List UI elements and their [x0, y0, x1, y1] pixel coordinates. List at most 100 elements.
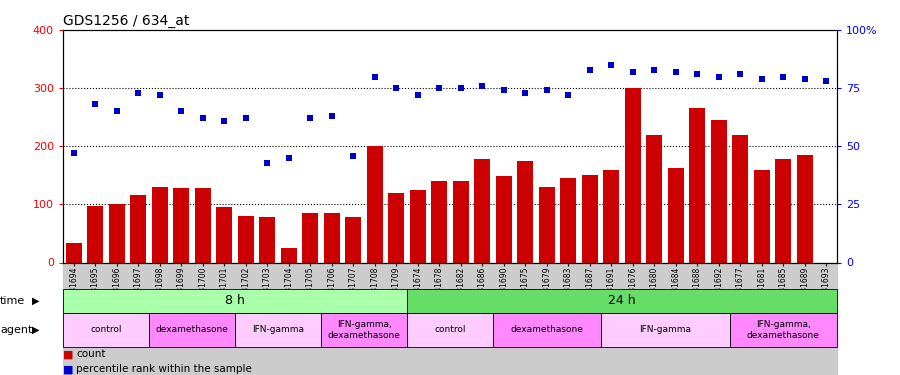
Point [110, 108, 124, 114]
Bar [474, 159, 490, 262]
Point [325, 113, 339, 119]
Point [152, 92, 167, 98]
Point [669, 69, 683, 75]
Bar [216, 207, 232, 262]
Point [303, 116, 318, 122]
Bar [302, 213, 319, 262]
Bar [87, 206, 104, 262]
Text: IFN-gamma,
dexamethasone: IFN-gamma, dexamethasone [747, 320, 820, 340]
Bar [235, 313, 321, 347]
Point [754, 76, 769, 82]
Text: IFN-gamma,
dexamethasone: IFN-gamma, dexamethasone [328, 320, 400, 340]
Point [475, 83, 490, 89]
Point [604, 62, 618, 68]
Point [346, 153, 360, 159]
Bar [63, 289, 407, 313]
Point [67, 150, 81, 156]
Bar [733, 135, 748, 262]
Text: dexamethasone: dexamethasone [510, 326, 583, 334]
Bar [366, 146, 382, 262]
Point [540, 87, 554, 93]
Bar [603, 170, 619, 262]
Point [195, 116, 210, 122]
Point [389, 85, 403, 91]
Text: ▶: ▶ [32, 325, 39, 335]
Bar [453, 181, 469, 262]
Bar [173, 188, 189, 262]
Bar [581, 176, 598, 262]
Bar [109, 204, 125, 262]
Bar [194, 188, 211, 262]
Point [582, 66, 597, 72]
Bar [346, 217, 361, 262]
Bar [388, 193, 404, 262]
Bar [775, 159, 791, 262]
Bar [625, 88, 641, 262]
Text: 24 h: 24 h [608, 294, 635, 307]
Bar [407, 289, 837, 313]
Bar [518, 161, 534, 262]
Bar [560, 178, 576, 262]
Bar [753, 170, 770, 262]
Bar [281, 248, 297, 262]
Point [647, 66, 662, 72]
Point [410, 92, 425, 98]
Bar [496, 177, 512, 262]
Bar [152, 187, 167, 262]
Point [797, 76, 812, 82]
Point [690, 71, 705, 77]
Point [497, 87, 511, 93]
Bar [668, 168, 684, 262]
Text: ■: ■ [63, 364, 74, 374]
Bar [689, 108, 706, 262]
Bar [324, 213, 340, 262]
Text: percentile rank within the sample: percentile rank within the sample [76, 364, 252, 374]
Bar [66, 243, 82, 262]
Point [238, 116, 253, 122]
Point [131, 90, 146, 96]
Point [776, 74, 790, 80]
Point [561, 92, 575, 98]
Text: time: time [0, 296, 25, 306]
Point [88, 101, 103, 107]
Bar [130, 195, 147, 262]
Point [626, 69, 640, 75]
Text: count: count [76, 350, 106, 359]
Text: 8 h: 8 h [225, 294, 245, 307]
Bar [431, 181, 447, 262]
Text: ▶: ▶ [32, 296, 39, 306]
Bar [410, 190, 426, 262]
Point [260, 159, 274, 165]
Bar [539, 187, 554, 262]
Bar [646, 135, 662, 262]
Bar [63, 262, 837, 375]
Point [432, 85, 446, 91]
Point [367, 74, 382, 80]
Text: control: control [90, 326, 122, 334]
Bar [238, 216, 254, 262]
Point [712, 74, 726, 80]
Bar [149, 313, 235, 347]
Bar [259, 217, 275, 262]
Point [282, 155, 296, 161]
Point [174, 108, 188, 114]
Point [819, 78, 833, 84]
Point [217, 118, 231, 124]
Text: ■: ■ [63, 350, 74, 359]
Bar [796, 155, 813, 262]
Bar [63, 313, 149, 347]
Bar [493, 313, 600, 347]
Text: control: control [434, 326, 466, 334]
Bar [407, 313, 493, 347]
Point [454, 85, 468, 91]
Text: GDS1256 / 634_at: GDS1256 / 634_at [63, 13, 189, 28]
Text: IFN-gamma: IFN-gamma [639, 326, 691, 334]
Point [518, 90, 533, 96]
Bar [321, 313, 407, 347]
Text: dexamethasone: dexamethasone [156, 326, 229, 334]
Text: agent: agent [0, 325, 32, 335]
Bar [730, 313, 837, 347]
Bar [600, 313, 730, 347]
Text: IFN-gamma: IFN-gamma [252, 326, 304, 334]
Bar [711, 120, 727, 262]
